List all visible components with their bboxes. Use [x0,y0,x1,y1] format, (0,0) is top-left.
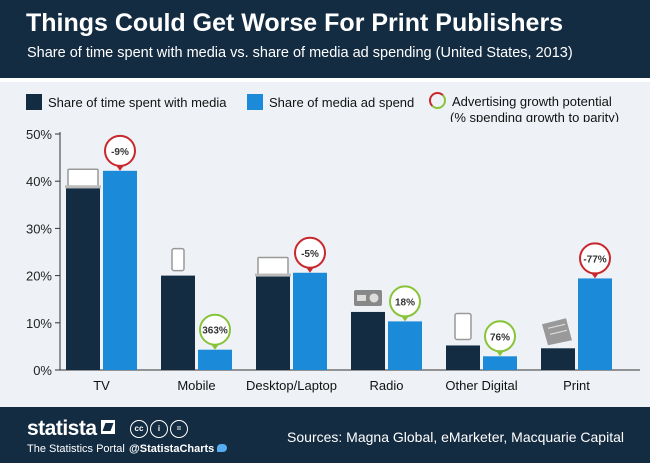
x-tick-label: TV [93,378,110,393]
creative-commons-icon: cc [130,420,148,438]
legend-item-time: Share of time spent with media [26,94,226,110]
legend-swatch-ad [247,94,263,110]
brand-logo: statista [27,417,115,441]
legend: Share of time spent with media Share of … [0,82,650,122]
y-tick-label: 50% [26,127,52,142]
legend-swatch-time [26,94,42,110]
bar-time-1 [161,275,195,370]
growth-label: 363% [202,326,228,337]
twitter-handle: @StatistaCharts [129,443,215,455]
bar-time-0 [66,188,100,370]
license-icons: cc i = [130,418,190,438]
attribution-icon: i [150,420,168,438]
bar-time-3 [351,311,385,370]
bar-ad-3 [388,321,422,370]
tablet-icon [454,312,472,341]
bar-chart: 0% 10% 20% 30% 40% 50% TV -9% Mobile 363% Desktop/… [26,127,640,393]
growth-ring-icon [429,92,446,109]
legend-item-potential: Advertising growth potential (% spending… [429,92,619,126]
smartphone-icon [171,247,185,272]
legend-label-potential-1: Advertising growth potential [452,94,612,109]
bar-ad-1 [198,349,232,370]
brand-name: statista [27,417,97,440]
x-tick-label: Desktop/Laptop [246,378,337,393]
radio-speaker [369,293,379,303]
bar-time-2 [256,276,290,370]
tv-icon [67,168,99,188]
sources: Sources: Magna Global, eMarketer, Macqua… [287,429,624,445]
legend-label-ad: Share of media ad spend [269,95,415,110]
bar-ad-2 [293,272,327,370]
footer: statista The Statistics Portal cc i = @Sta… [0,407,650,463]
x-tick-label: Print [563,378,590,393]
device-stand [65,185,101,189]
growth-label: -5% [301,249,319,260]
y-tick-label: 40% [26,174,52,189]
y-tick-label: 0% [33,363,52,378]
growth-bubble [579,242,611,275]
brand-tagline: The Statistics Portal [27,443,125,455]
bar-time-4 [446,345,480,370]
growth-bubble [294,236,326,269]
header: Things Could Get Worse For Print Publish… [0,0,650,78]
y-tick-label: 30% [26,221,52,236]
laptop-icon [257,256,289,276]
growth-bubble [484,320,516,353]
bar-ad-0 [103,170,137,370]
chart-area: 0% 10% 20% 30% 40% 50% TV -9% Mobile 363% Desktop/… [0,122,650,407]
y-tick-label: 20% [26,269,52,284]
radio-dial [357,294,366,301]
device-stand [255,273,291,277]
newspaper-line [547,323,566,329]
y-tick-label: 10% [26,316,52,331]
bar-ad-4 [483,356,517,370]
growth-label: -9% [111,147,129,158]
newspaper-line [549,329,568,335]
growth-label: 18% [395,297,415,308]
statista-logo-icon [100,420,115,434]
social-handle[interactable]: @StatistaCharts [129,443,228,455]
no-derivatives-icon: = [170,420,188,438]
growth-label: -77% [583,254,606,265]
newspaper-icon [542,318,572,346]
twitter-icon [217,444,228,452]
x-tick-label: Mobile [177,378,215,393]
chart-subtitle: Share of time spent with media vs. share… [27,45,573,61]
legend-label-time: Share of time spent with media [48,95,227,110]
growth-bubble [389,285,421,318]
bar-time-5 [541,348,575,370]
growth-label: 76% [490,332,510,343]
growth-bubble [199,313,231,346]
x-tick-label: Radio [370,378,404,393]
chart-title: Things Could Get Worse For Print Publish… [26,9,564,37]
growth-bubble [104,134,136,167]
legend-label-potential-2: (% spending growth to parity) [450,110,620,125]
legend-item-ad: Share of media ad spend [247,94,414,110]
x-tick-label: Other Digital [445,378,517,393]
bar-ad-5 [578,278,612,370]
